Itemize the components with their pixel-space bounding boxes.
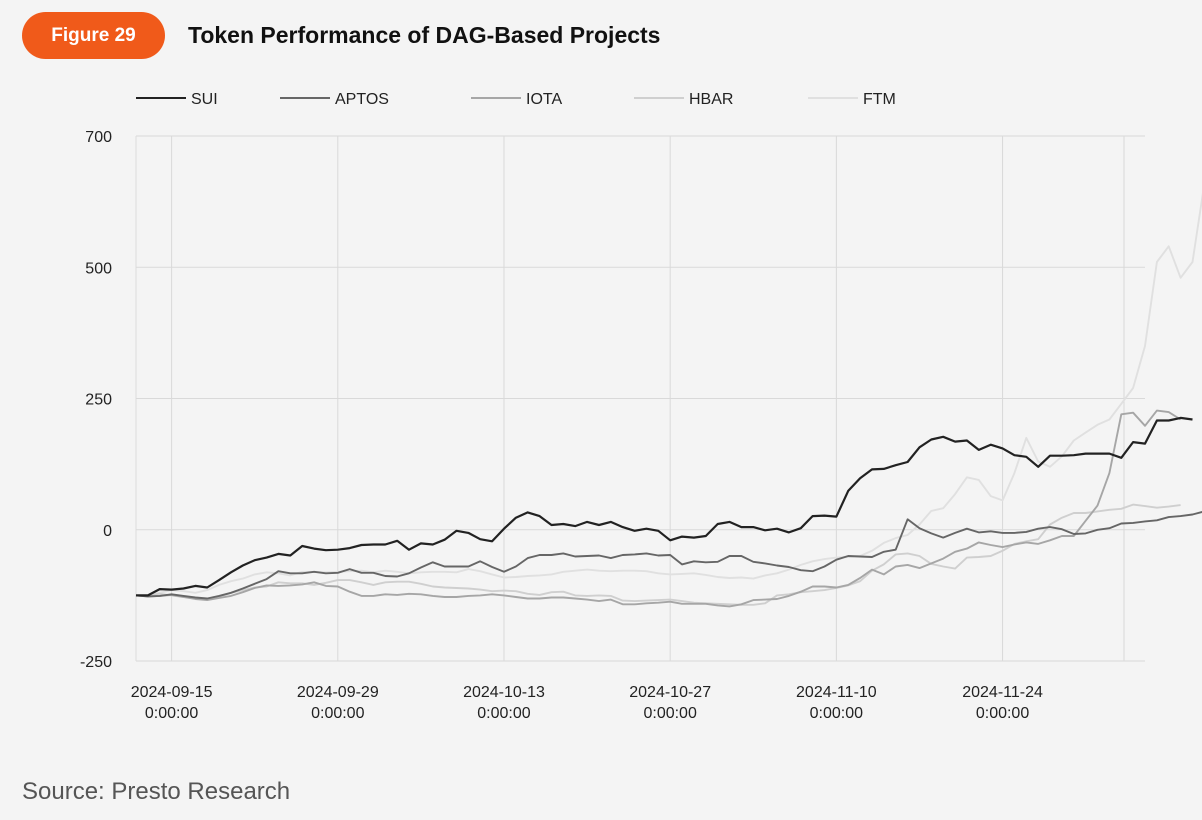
x-tick-sublabel: 0:00:00 (311, 705, 364, 722)
y-tick-label: 700 (85, 129, 112, 146)
x-tick-sublabel: 0:00:00 (976, 705, 1029, 722)
y-tick-label: -250 (80, 654, 112, 671)
series-line-aptos (135, 511, 1202, 600)
x-tick-label: 2024-11-24 (962, 684, 1043, 701)
x-tick-sublabel: 0:00:00 (643, 705, 696, 722)
series-line-hbar (136, 503, 1181, 606)
legend-label-aptos: APTOS (335, 91, 389, 108)
series-line-iota (135, 409, 1182, 608)
legend-label-iota: IOTA (526, 91, 562, 108)
x-tick-label: 2024-09-29 (297, 684, 379, 701)
y-tick-label: 0 (103, 523, 112, 540)
x-tick-label: 2024-10-13 (463, 684, 545, 701)
x-tick-label: 2024-09-15 (131, 684, 213, 701)
x-tick-sublabel: 0:00:00 (145, 705, 198, 722)
legend: SUI APTOS IOTA HBAR FTM (136, 91, 896, 108)
x-tick-label: 2024-11-10 (796, 684, 877, 701)
axis-labels: 700 500 250 0 -250 2024-09-15 0:00:00 2024-09-2… (80, 129, 1043, 722)
y-tick-label: 250 (85, 392, 112, 409)
x-tick-sublabel: 0:00:00 (810, 705, 863, 722)
series-line-sui (136, 416, 1193, 597)
x-tick-label: 2024-10-27 (629, 684, 711, 701)
y-tick-label: 500 (85, 260, 112, 277)
line-chart: 700 500 250 0 -250 2024-09-15 0:00:00 2024-09-2… (80, 91, 1202, 722)
x-tick-sublabel: 0:00:00 (477, 705, 530, 722)
chart-title: Token Performance of DAG-Based Projects (188, 22, 661, 48)
legend-label-sui: SUI (191, 91, 218, 108)
legend-label-ftm: FTM (863, 91, 896, 108)
source-note: Source: Presto Research (22, 778, 291, 805)
legend-label-hbar: HBAR (689, 91, 733, 108)
series-lines (135, 192, 1202, 608)
figure-badge: Figure 29 (22, 12, 165, 59)
